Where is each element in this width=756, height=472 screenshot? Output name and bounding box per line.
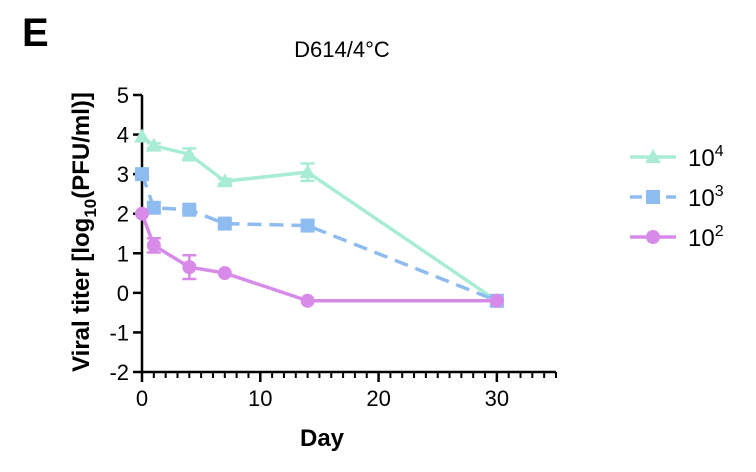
legend-marker <box>646 190 660 204</box>
x-tick-label: 20 <box>366 386 390 411</box>
y-axis-label-before: Viral titer [log <box>68 218 95 372</box>
legend-exponent: 3 <box>715 183 724 200</box>
data-point <box>182 202 197 217</box>
legend-item: 104 <box>630 143 724 172</box>
series-line <box>140 173 498 303</box>
legend-label: 102 <box>688 223 724 252</box>
y-tick-label: 3 <box>117 162 129 187</box>
y-tick-label: -2 <box>109 360 129 385</box>
x-tick-label: 30 <box>485 386 509 411</box>
data-point <box>217 266 232 281</box>
data-point <box>135 206 149 221</box>
data-point <box>146 238 161 253</box>
legend-marker <box>646 230 660 244</box>
legend-item: 103 <box>630 183 724 212</box>
data-point <box>146 200 161 215</box>
y-tick-label: 2 <box>117 202 129 227</box>
data-point <box>300 293 315 308</box>
x-tick-label: 10 <box>248 386 272 411</box>
series-layer <box>134 128 505 308</box>
legend-exponent: 4 <box>715 143 724 160</box>
legend-base: 10 <box>688 225 715 252</box>
legend-base: 10 <box>688 145 715 172</box>
legend-base: 10 <box>688 185 715 212</box>
x-tick-label: 0 <box>136 386 148 411</box>
y-axis-label-sub: 10 <box>81 199 100 218</box>
legend-label: 104 <box>688 143 724 172</box>
legend-label: 103 <box>688 183 724 212</box>
y-tick-label: 4 <box>117 123 129 148</box>
data-point <box>489 293 504 308</box>
data-point <box>182 260 197 275</box>
y-tick-label: 5 <box>117 83 129 108</box>
data-point <box>217 216 232 231</box>
x-axis-label: Day <box>300 425 345 452</box>
series-circle <box>135 206 504 308</box>
y-axis-label-after: (PFU/ml)] <box>68 92 95 199</box>
series-square <box>135 167 504 308</box>
chart-title: D614/4°C <box>294 37 390 62</box>
data-point <box>300 218 315 233</box>
y-axis-label: Viral titer [log10(PFU/ml)] <box>68 92 100 372</box>
y-tick-label: 0 <box>117 281 129 306</box>
data-point <box>299 164 316 179</box>
legend-exponent: 2 <box>715 223 724 240</box>
legend-item: 102 <box>630 223 724 252</box>
axes: -2 -1 0 1 2 3 4 5 0 10 20 30 <box>109 83 557 411</box>
data-point <box>216 173 233 188</box>
data-point <box>134 128 150 143</box>
data-point <box>145 137 162 152</box>
data-point <box>135 167 149 182</box>
panel-label: E <box>22 11 49 55</box>
y-tick-label: 1 <box>117 241 129 266</box>
series-line <box>140 213 497 303</box>
data-point <box>181 146 198 161</box>
y-tick-label: -1 <box>109 320 129 345</box>
legend-marker <box>645 149 661 163</box>
